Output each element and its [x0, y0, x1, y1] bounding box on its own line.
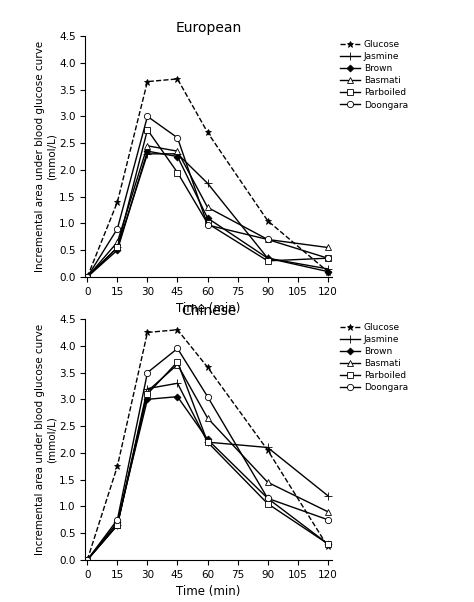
X-axis label: Time (min): Time (min)	[176, 585, 241, 598]
Legend: Glucose, Jasmine, Brown, Basmati, Parboiled, Doongara: Glucose, Jasmine, Brown, Basmati, Parboi…	[337, 36, 411, 113]
Title: Chinese: Chinese	[181, 304, 236, 318]
Y-axis label: Incremental area under blood glucose curve
(mmol/L): Incremental area under blood glucose cur…	[35, 41, 56, 272]
Y-axis label: Incremental area under blood glucose curve
(mmol/L): Incremental area under blood glucose cur…	[35, 324, 56, 555]
Legend: Glucose, Jasmine, Brown, Basmati, Parboiled, Doongara: Glucose, Jasmine, Brown, Basmati, Parboi…	[337, 319, 411, 396]
Title: European: European	[175, 21, 242, 35]
X-axis label: Time (min): Time (min)	[176, 302, 241, 315]
